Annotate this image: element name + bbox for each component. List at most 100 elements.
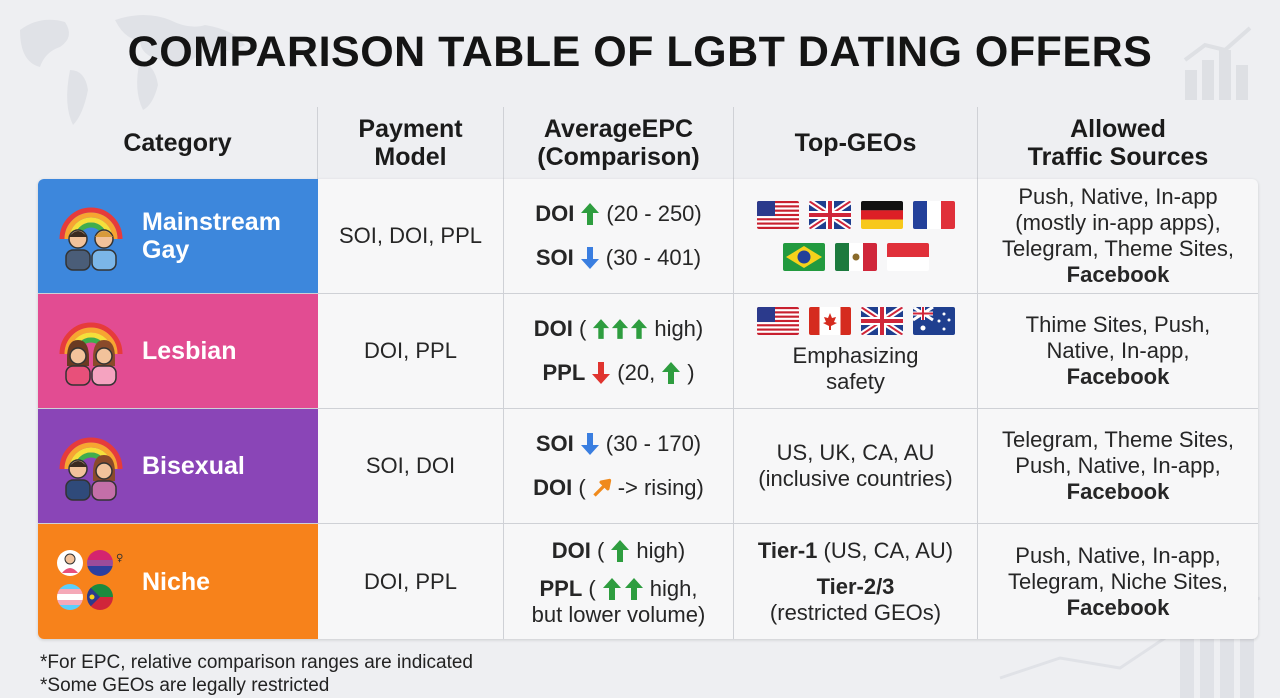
- epc-cell: SOI (30 - 170) DOI ( -> rising): [504, 409, 734, 523]
- epc-line: DOI ( high): [534, 315, 704, 343]
- comparison-table: Mainstream Gay SOI, DOI, PPL DOI (20 - 2…: [38, 179, 1258, 639]
- header-payment-model: Payment Model: [318, 107, 504, 179]
- au-flag-icon: [912, 307, 955, 335]
- footnote-epc: *For EPC, relative comparison ranges are…: [40, 652, 473, 673]
- geo-tier: Tier-1: [757, 537, 818, 563]
- flag-row: [756, 307, 955, 335]
- payment-model-cell: SOI, DOI: [318, 409, 504, 523]
- epc-range: high,: [649, 575, 698, 601]
- epc-paren: (: [588, 575, 596, 601]
- header-category: Category: [38, 107, 318, 179]
- epc-range: high): [636, 537, 686, 563]
- payment-model-cell: DOI, PPL: [318, 524, 504, 639]
- epc-line: DOI (20 - 250): [535, 200, 702, 228]
- us-flag-icon: [756, 307, 799, 335]
- up-arrow-icon: [593, 319, 610, 339]
- traffic-line-bold: Facebook: [1066, 479, 1170, 504]
- traffic-sources-cell: Push, Native, In-app (mostly in-app apps…: [978, 179, 1258, 293]
- geo-line: Tier-1 (US, CA, AU): [758, 538, 953, 564]
- traffic-line: Thime Sites, Push,: [1025, 312, 1211, 337]
- lesbian-couple-icon: [59, 322, 123, 386]
- up-arrow-icon: [602, 577, 621, 600]
- fr-flag-icon: [912, 201, 955, 229]
- table-row: ♀: [38, 524, 1258, 639]
- category-cell: ♀: [38, 524, 318, 639]
- br-flag-icon: [782, 243, 825, 271]
- epc-subtext: but lower volume): [531, 601, 706, 627]
- epc-range: high): [654, 316, 704, 341]
- payment-model-cell: DOI, PPL: [318, 294, 504, 408]
- us-flag-icon: [756, 201, 799, 229]
- payment-model-cell: SOI, DOI, PPL: [318, 179, 504, 293]
- category-cell: Bisexual: [38, 409, 318, 523]
- footnote-geos: *Some GEOs are legally restricted: [40, 675, 330, 696]
- traffic-sources-cell: Telegram, Theme Sites, Push, Native, In-…: [978, 409, 1258, 523]
- traffic-line: Telegram, Niche Sites,: [1007, 568, 1229, 594]
- traffic-line: Push, Native, In-app,: [1015, 453, 1221, 478]
- geo-line: Emphasizing: [792, 343, 919, 368]
- up-arrow-icon: [611, 539, 630, 562]
- epc-type: SOI: [535, 431, 574, 456]
- world-map-background: [20, 15, 245, 125]
- epc-range: (20 - 250): [606, 201, 702, 226]
- geo-note: Emphasizing safety: [793, 343, 919, 395]
- category-label: Bisexual: [142, 452, 245, 480]
- epc-cell: DOI ( high) PPL (20, ): [504, 294, 734, 408]
- traffic-line-bold: Facebook: [1066, 364, 1170, 389]
- epc-line: PPL ( high,: [532, 575, 706, 603]
- epc-type: SOI: [535, 245, 574, 270]
- page-title: COMPARISON TABLE OF LGBT DATING OFFERS: [127, 28, 1153, 76]
- geos-cell: Emphasizing safety: [734, 294, 978, 408]
- epc-paren: ): [687, 360, 695, 385]
- table-row: Mainstream Gay SOI, DOI, PPL DOI (20 - 2…: [38, 179, 1258, 294]
- bisexual-couple-icon: [59, 437, 123, 501]
- traffic-line: (mostly in-app apps),: [1015, 210, 1221, 235]
- traffic-line: Native, In-app,: [1046, 338, 1190, 363]
- traffic-line: Telegram, Theme Sites,: [1002, 236, 1234, 261]
- epc-line: DOI ( -> rising): [533, 474, 704, 502]
- down-arrow-icon: [580, 433, 599, 455]
- geo-line: safety: [826, 369, 885, 394]
- epc-paren: (: [579, 316, 587, 341]
- up-arrow-icon: [624, 577, 643, 600]
- geos-cell: Tier-1 (US, CA, AU) Tier-2/3 (restricted…: [734, 524, 978, 639]
- header-average-epc: AverageEPC (Comparison): [504, 107, 734, 179]
- geo-tier: Tier-2/3: [816, 573, 895, 599]
- epc-cell: DOI (20 - 250) SOI (30 - 401): [504, 179, 734, 293]
- traffic-line-bold: Facebook: [1066, 594, 1170, 620]
- geo-line: (inclusive countries): [758, 466, 953, 491]
- epc-line: SOI (30 - 401): [536, 244, 701, 272]
- ca-flag-icon: [808, 307, 851, 335]
- epc-type: DOI: [535, 201, 575, 226]
- traffic-line: Push, Native, In-app: [1018, 184, 1218, 209]
- flag-row: [782, 243, 929, 271]
- epc-type: DOI: [533, 475, 573, 500]
- epc-type: DOI: [551, 537, 591, 563]
- geo-countries: (US, CA, AU): [823, 537, 954, 563]
- table-row: Lesbian DOI, PPL DOI ( high) PPL (20, ): [38, 294, 1258, 409]
- epc-line: SOI (30 - 170): [536, 430, 701, 458]
- category-cell: Lesbian: [38, 294, 318, 408]
- epc-range: -> rising): [617, 475, 704, 500]
- geos-cell: US, UK, CA, AU (inclusive countries): [734, 409, 978, 523]
- geo-line: US, UK, CA, AU: [776, 440, 935, 465]
- header-traffic-sources: Allowed Traffic Sources: [1027, 115, 1209, 171]
- epc-range: (30 - 401): [605, 245, 702, 270]
- epc-cell: DOI ( high) PPL ( high, but lower volume…: [504, 524, 734, 639]
- down-arrow-icon: [592, 362, 611, 384]
- up-arrow-icon: [612, 319, 629, 339]
- epc-type: PPL: [542, 360, 586, 385]
- epc-paren: (: [597, 537, 605, 563]
- epc-line: PPL (20, ): [542, 359, 694, 387]
- epc-line: DOI ( high): [552, 537, 686, 565]
- diagonal-up-arrow-icon: [593, 478, 611, 497]
- flag-row: [756, 201, 955, 229]
- category-label: Mainstream Gay: [142, 208, 281, 264]
- table-row: Bisexual SOI, DOI SOI (30 - 170) DOI ( -…: [38, 409, 1258, 524]
- epc-range: (30 - 170): [605, 431, 702, 456]
- svg-text:♀: ♀: [116, 553, 123, 564]
- niche-flags-icon: ♀: [57, 549, 123, 610]
- epc-type: PPL: [539, 575, 583, 601]
- gay-couple-icon: [59, 207, 123, 271]
- category-cell: Mainstream Gay: [38, 179, 318, 293]
